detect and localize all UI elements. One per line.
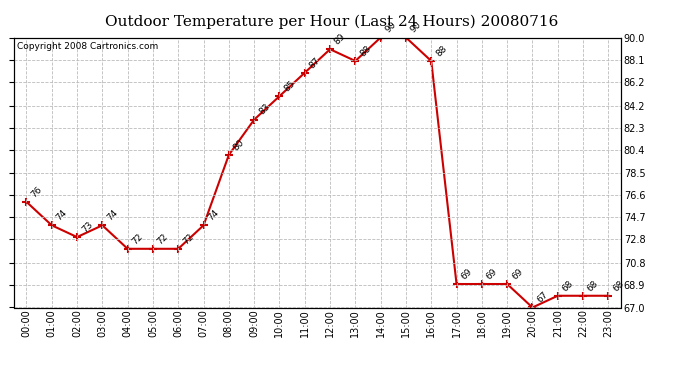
Text: 74: 74 [55, 208, 69, 222]
Text: 87: 87 [308, 56, 322, 70]
Text: 76: 76 [29, 184, 43, 199]
Text: 73: 73 [80, 220, 95, 234]
Text: 69: 69 [484, 267, 499, 281]
Text: 69: 69 [510, 267, 524, 281]
Text: 89: 89 [333, 32, 347, 46]
Text: 74: 74 [206, 208, 221, 222]
Text: 90: 90 [408, 20, 423, 35]
Text: 88: 88 [434, 44, 448, 58]
Text: 90: 90 [384, 20, 398, 35]
Text: 68: 68 [560, 279, 575, 293]
Text: 68: 68 [611, 279, 626, 293]
Text: 80: 80 [232, 138, 246, 152]
Text: 85: 85 [282, 79, 297, 93]
Text: 69: 69 [460, 267, 474, 281]
Text: 67: 67 [535, 290, 550, 305]
Text: 88: 88 [358, 44, 373, 58]
Text: 72: 72 [130, 232, 145, 246]
Text: 72: 72 [181, 232, 195, 246]
Text: Copyright 2008 Cartronics.com: Copyright 2008 Cartronics.com [17, 42, 158, 51]
Text: Outdoor Temperature per Hour (Last 24 Hours) 20080716: Outdoor Temperature per Hour (Last 24 Ho… [104, 15, 558, 29]
Text: 72: 72 [156, 232, 170, 246]
Text: 74: 74 [105, 208, 119, 222]
Text: 83: 83 [257, 102, 271, 117]
Text: 68: 68 [586, 279, 600, 293]
